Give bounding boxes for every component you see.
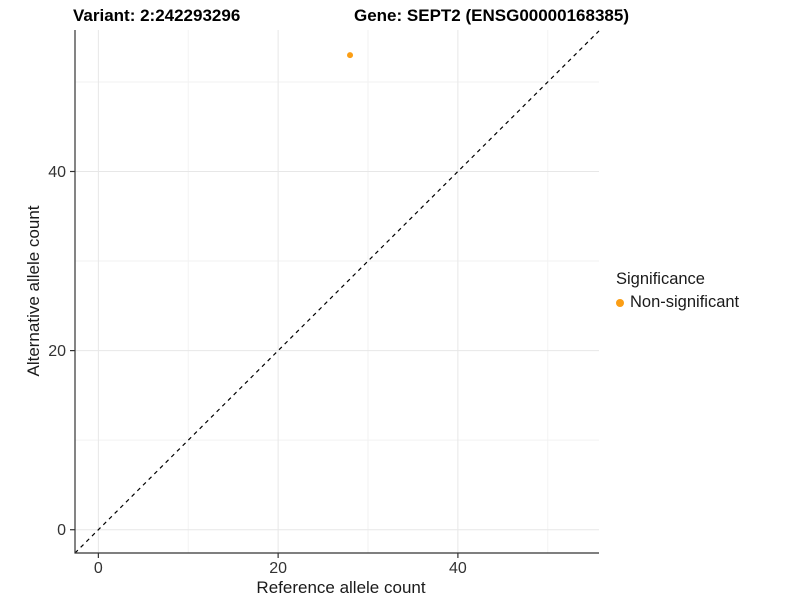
x-tick-label: 20: [269, 560, 287, 577]
x-tick-label: 40: [449, 560, 467, 577]
legend-item: Non-significant: [616, 293, 739, 312]
data-point: [347, 52, 354, 59]
data-points: [347, 52, 354, 59]
identity-line: [74, 30, 600, 554]
x-axis-label: Reference allele count: [256, 578, 426, 597]
grid-minor: [75, 30, 599, 553]
legend-item-label: Non-significant: [630, 293, 740, 311]
plot-title-variant: Variant: 2:242293296: [73, 6, 241, 25]
y-axis-label: Alternative allele count: [24, 205, 43, 377]
axis-lines: [74, 30, 599, 554]
grid-major: [75, 30, 599, 553]
axis-ticks: [70, 170, 459, 558]
x-tick-label: 0: [94, 560, 103, 577]
y-tick-label: 0: [57, 522, 66, 539]
legend-swatch-icon: [616, 298, 624, 307]
legend-title: Significance: [616, 270, 705, 288]
legend: Significance Non-significant: [616, 270, 739, 312]
tick-labels: 0 20 40 0 20 40: [48, 164, 467, 577]
y-tick-label: 40: [48, 164, 66, 181]
plot-title-gene: Gene: SEPT2 (ENSG00000168385): [354, 6, 629, 25]
y-tick-label: 20: [48, 343, 66, 360]
